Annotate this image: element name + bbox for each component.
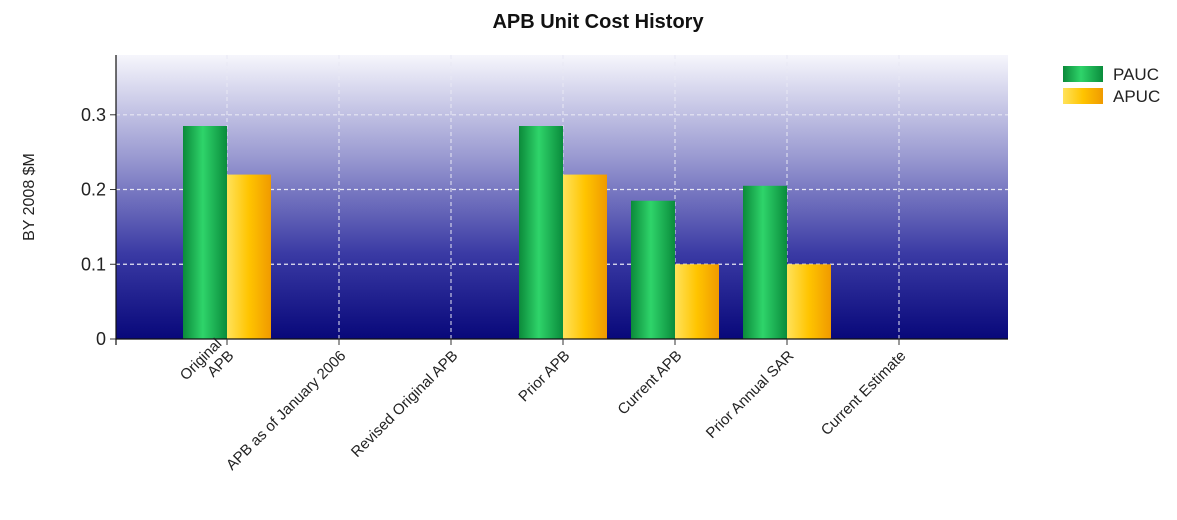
- legend-label-apuc: APUC: [1113, 87, 1160, 106]
- bar-apuc-0: [227, 174, 271, 339]
- legend-label-pauc: PAUC: [1113, 65, 1159, 84]
- x-tick-label: Prior Annual SAR: [703, 347, 798, 442]
- y-axis-label: BY 2008 $M: [21, 153, 38, 241]
- x-tick-label: Current Estimate: [818, 347, 910, 439]
- x-tick-label: Prior APB: [515, 347, 573, 405]
- bar-pauc-0: [183, 126, 227, 339]
- x-tick-label: Revised Original APB: [348, 347, 461, 460]
- bar-pauc-3: [519, 126, 563, 339]
- bar-apuc-3: [563, 174, 607, 339]
- y-tick-label: 0.3: [81, 105, 106, 125]
- x-tick-label-line: Prior Annual SAR: [703, 347, 798, 442]
- bar-apuc-5: [787, 264, 831, 339]
- x-tick-label: APB as of January 2006: [223, 347, 349, 473]
- legend: PAUC APUC: [1063, 65, 1160, 106]
- x-tick-label: Current APB: [614, 347, 685, 418]
- bar-apuc-4: [675, 264, 719, 339]
- y-tick-label: 0: [96, 329, 106, 349]
- x-tick-label-line: Current APB: [614, 347, 685, 418]
- legend-swatch-pauc: [1063, 66, 1103, 82]
- chart-title: APB Unit Cost History: [492, 11, 704, 33]
- x-tick-label-line: Prior APB: [515, 347, 573, 405]
- x-tick-label-line: APB as of January 2006: [223, 347, 349, 473]
- x-tick-label-line: Revised Original APB: [348, 347, 461, 460]
- y-tick-label: 0.1: [81, 254, 106, 274]
- legend-swatch-apuc: [1063, 88, 1103, 104]
- y-tick-label: 0.2: [81, 180, 106, 200]
- bar-pauc-5: [743, 185, 787, 339]
- x-tick-label-line: Current Estimate: [818, 347, 910, 439]
- bar-pauc-4: [631, 200, 675, 339]
